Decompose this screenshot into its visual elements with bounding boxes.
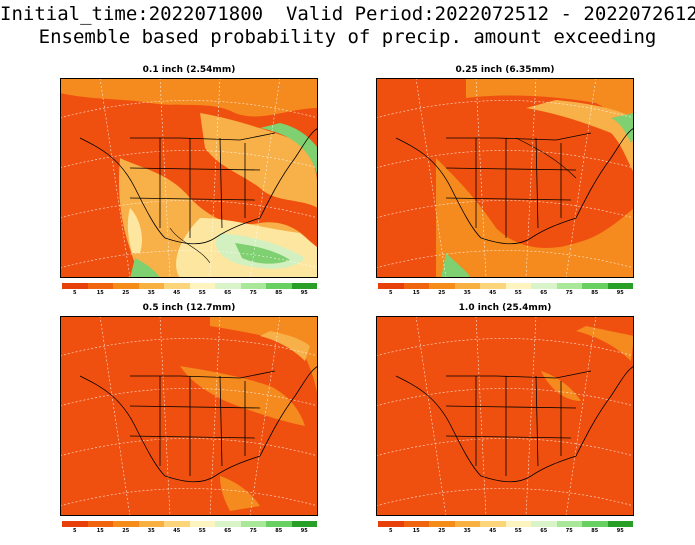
colorbar-cell bbox=[189, 521, 215, 527]
colorbar-cell bbox=[378, 283, 404, 289]
colorbar-label: 95 bbox=[616, 290, 624, 296]
colorbar-label: 45 bbox=[489, 528, 497, 534]
colorbar-label: 95 bbox=[300, 290, 308, 296]
colorbar-cell bbox=[531, 521, 557, 527]
map-panel-0.25-inch bbox=[376, 78, 634, 278]
colorbar-cell bbox=[138, 283, 164, 289]
panel-title-1.0-inch: 1.0 inch (25.4mm) bbox=[458, 303, 552, 313]
colorbar-label: 45 bbox=[173, 290, 181, 296]
colorbar-cell bbox=[87, 521, 113, 527]
colorbar-cell bbox=[62, 283, 88, 289]
colorbar-panel-2: 5 15 25 35 45 55 65 75 85 95 bbox=[378, 283, 633, 297]
colorbar-label: 95 bbox=[616, 528, 624, 534]
colorbar-label: 35 bbox=[463, 290, 471, 296]
colorbar-panel-3: 5 15 25 35 45 55 65 75 85 95 bbox=[62, 521, 317, 535]
colorbar-label: 15 bbox=[412, 528, 420, 534]
colorbar-cell bbox=[403, 283, 429, 289]
map-panel-1.0-inch bbox=[376, 316, 634, 516]
colorbar-cell bbox=[240, 521, 266, 527]
colorbar-label: 35 bbox=[147, 290, 155, 296]
colorbar-cell bbox=[215, 521, 241, 527]
colorbar-label: 25 bbox=[438, 290, 446, 296]
colorbar-label: 55 bbox=[198, 290, 206, 296]
colorbar-cell bbox=[403, 521, 429, 527]
colorbar-label: 85 bbox=[591, 290, 599, 296]
colorbar-cells bbox=[62, 521, 317, 527]
colorbar-cell bbox=[164, 283, 190, 289]
colorbar-cell bbox=[113, 521, 139, 527]
colorbar-label: 75 bbox=[249, 528, 257, 534]
colorbar-cell bbox=[240, 283, 266, 289]
colorbar-panel-4: 5 15 25 35 45 55 65 75 85 95 bbox=[378, 521, 633, 535]
colorbar-label: 25 bbox=[122, 528, 130, 534]
colorbar-label: 75 bbox=[565, 528, 573, 534]
map-panel-0.1-inch bbox=[60, 78, 318, 278]
colorbar-cell bbox=[429, 283, 455, 289]
colorbar-cell bbox=[189, 283, 215, 289]
colorbar-cell bbox=[215, 283, 241, 289]
colorbar-cell bbox=[87, 283, 113, 289]
title-line-1: Initial_time:2022071800 Valid Period:202… bbox=[0, 3, 695, 25]
colorbar-cell bbox=[505, 283, 531, 289]
colorbar-cell bbox=[62, 521, 88, 527]
colorbar-panel-1: 5 15 25 35 45 55 65 75 85 95 bbox=[62, 283, 317, 297]
colorbar-cell bbox=[164, 521, 190, 527]
colorbar-label: 35 bbox=[463, 528, 471, 534]
colorbar-cell bbox=[582, 283, 608, 289]
colorbar-label: 55 bbox=[514, 290, 522, 296]
colorbar-cell bbox=[556, 521, 582, 527]
colorbar-cell bbox=[556, 283, 582, 289]
colorbar-cell bbox=[113, 283, 139, 289]
panel-title-0.25-inch: 0.25 inch (6.35mm) bbox=[455, 65, 555, 75]
colorbar-cell bbox=[378, 521, 404, 527]
colorbar-cells bbox=[62, 283, 317, 289]
colorbar-label: 65 bbox=[224, 290, 232, 296]
colorbar-label: 5 bbox=[389, 528, 393, 534]
colorbar-label: 85 bbox=[591, 528, 599, 534]
colorbar-label: 65 bbox=[224, 528, 232, 534]
colorbar-label: 75 bbox=[565, 290, 573, 296]
colorbar-label: 5 bbox=[389, 290, 393, 296]
colorbar-cell bbox=[266, 283, 292, 289]
colorbar-cell bbox=[607, 521, 633, 527]
colorbar-label: 85 bbox=[275, 528, 283, 534]
colorbar-cell bbox=[291, 283, 317, 289]
colorbar-cell bbox=[138, 521, 164, 527]
colorbar-label: 55 bbox=[198, 528, 206, 534]
colorbar-label: 45 bbox=[173, 528, 181, 534]
colorbar-label: 15 bbox=[96, 528, 104, 534]
colorbar-cell bbox=[454, 283, 480, 289]
panel-title-0.5-inch: 0.5 inch (12.7mm) bbox=[142, 303, 236, 313]
colorbar-cells bbox=[378, 283, 633, 289]
colorbar-cell bbox=[429, 521, 455, 527]
panel-title-0.1-inch: 0.1 inch (2.54mm) bbox=[142, 65, 236, 75]
colorbar-cell bbox=[291, 521, 317, 527]
colorbar-label: 15 bbox=[412, 290, 420, 296]
colorbar-label: 45 bbox=[489, 290, 497, 296]
colorbar-label: 15 bbox=[96, 290, 104, 296]
colorbar-cell bbox=[607, 283, 633, 289]
colorbar-label: 25 bbox=[122, 290, 130, 296]
colorbar-label: 65 bbox=[540, 528, 548, 534]
colorbar-label: 5 bbox=[73, 290, 77, 296]
map-panel-0.5-inch bbox=[60, 316, 318, 516]
colorbar-label: 25 bbox=[438, 528, 446, 534]
colorbar-cell bbox=[454, 521, 480, 527]
title-line-2: Ensemble based probability of precip. am… bbox=[38, 26, 657, 48]
colorbar-cell bbox=[266, 521, 292, 527]
colorbar-label: 95 bbox=[300, 528, 308, 534]
colorbar-label: 75 bbox=[249, 290, 257, 296]
colorbar-label: 85 bbox=[275, 290, 283, 296]
colorbar-label: 65 bbox=[540, 290, 548, 296]
colorbar-label: 35 bbox=[147, 528, 155, 534]
colorbar-cells bbox=[378, 521, 633, 527]
colorbar-cell bbox=[582, 521, 608, 527]
colorbar-cell bbox=[480, 521, 506, 527]
colorbar-label: 5 bbox=[73, 528, 77, 534]
colorbar-cell bbox=[531, 283, 557, 289]
colorbar-label: 55 bbox=[514, 528, 522, 534]
colorbar-cell bbox=[505, 521, 531, 527]
colorbar-cell bbox=[480, 283, 506, 289]
